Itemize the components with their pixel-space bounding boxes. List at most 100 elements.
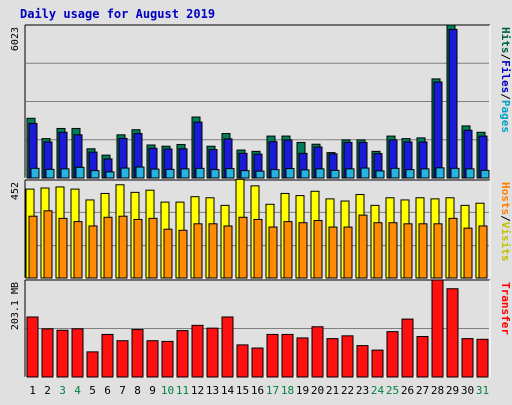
bar-transfer <box>56 329 69 378</box>
bar-hosts <box>313 220 323 279</box>
panel-ylabel: Transfer <box>499 282 512 335</box>
x-tick-label: 17 <box>266 384 279 397</box>
ylabel-part: / <box>499 215 512 222</box>
x-tick-label: 7 <box>119 384 126 397</box>
bar-hosts <box>223 225 233 279</box>
bar-transfer <box>161 340 174 378</box>
bar-hosts <box>328 226 338 279</box>
bar-pages <box>105 171 115 179</box>
bar-files <box>448 28 458 179</box>
x-tick-label: 14 <box>221 384 235 397</box>
bar-transfer <box>236 344 249 378</box>
x-tick-label: 29 <box>446 384 459 397</box>
bar-transfer <box>176 330 189 378</box>
bar-pages <box>165 168 175 179</box>
bar-hosts <box>118 215 128 279</box>
bar-hosts <box>238 216 248 279</box>
bar-pages <box>255 170 265 179</box>
x-tick-label: 20 <box>311 384 324 397</box>
bar-transfer <box>131 329 144 378</box>
panel-max-label: 6023 <box>10 27 21 51</box>
bar-pages <box>240 170 250 179</box>
x-tick-label: 12 <box>191 384 204 397</box>
x-tick-label: 25 <box>386 384 399 397</box>
bar-pages <box>345 168 355 179</box>
bar-transfer <box>476 338 489 378</box>
bar-pages <box>90 170 100 179</box>
bar-hosts <box>163 228 173 279</box>
bar-hosts <box>433 223 443 279</box>
bar-hosts <box>268 226 278 279</box>
panel-ylabel: Hosts/Visits <box>499 182 512 262</box>
bar-transfer <box>86 351 99 378</box>
bar-pages <box>435 167 445 179</box>
bar-pages <box>150 168 160 179</box>
chart-title: Daily usage for August 2019 <box>20 7 215 21</box>
x-tick-label: 16 <box>251 384 264 397</box>
bar-pages <box>135 166 145 179</box>
bar-hosts <box>343 226 353 279</box>
x-tick-label: 10 <box>161 384 174 397</box>
bar-hosts <box>73 221 83 279</box>
x-tick-label: 31 <box>476 384 489 397</box>
bar-hosts <box>358 214 368 279</box>
x-tick-label: 27 <box>416 384 429 397</box>
bar-hosts <box>103 216 113 279</box>
x-tick-label: 8 <box>134 384 141 397</box>
bar-hosts <box>133 218 143 279</box>
bar-transfer <box>281 333 294 378</box>
bar-hosts <box>28 215 38 279</box>
bar-hosts <box>148 217 158 279</box>
panel-hits-files-pages <box>24 24 491 179</box>
x-tick-label: 6 <box>104 384 111 397</box>
bar-hosts <box>418 223 428 279</box>
bar-pages <box>375 170 385 179</box>
x-tick-label: 1 <box>29 384 36 397</box>
x-tick-label: 4 <box>74 384 81 397</box>
x-tick-label: 21 <box>326 384 339 397</box>
bar-pages <box>450 167 460 179</box>
bar-pages <box>360 167 370 179</box>
ylabel-part: Transfer <box>499 282 512 335</box>
bar-transfer <box>266 333 279 378</box>
bar-pages <box>180 168 190 179</box>
ylabel-part: Visits <box>499 222 512 262</box>
bar-hosts <box>478 225 488 279</box>
bar-pages <box>60 168 70 179</box>
bar-transfer <box>221 316 234 378</box>
bar-hosts <box>463 227 473 279</box>
bar-transfer <box>206 327 219 378</box>
bar-pages <box>30 167 40 179</box>
panel-max-label: 452 <box>10 182 21 200</box>
x-tick-label: 9 <box>149 384 156 397</box>
bar-hosts <box>388 222 398 279</box>
bar-pages <box>285 168 295 179</box>
bar-hosts <box>178 229 188 279</box>
bar-pages <box>120 167 130 179</box>
bar-pages <box>420 168 430 179</box>
bar-transfer <box>431 279 444 378</box>
x-tick-label: 23 <box>356 384 369 397</box>
bar-pages <box>465 168 475 179</box>
bar-hosts <box>193 223 203 279</box>
bar-transfer <box>326 338 339 378</box>
bar-transfer <box>296 337 309 378</box>
ylabel-part: / <box>499 54 512 61</box>
bar-hosts <box>403 223 413 279</box>
ylabel-part: Hosts <box>499 182 512 215</box>
bar-hosts <box>283 221 293 279</box>
bar-transfer <box>41 328 54 378</box>
bar-files <box>433 81 443 179</box>
ylabel-part: / <box>499 93 512 100</box>
x-tick-label: 13 <box>206 384 219 397</box>
panel-hosts-visits <box>24 178 491 279</box>
bar-hosts <box>253 218 263 279</box>
panel-ylabel: Hits/Files/Pages <box>499 27 512 133</box>
bar-transfer <box>356 345 369 378</box>
bar-transfer <box>371 349 384 378</box>
bar-pages <box>330 169 340 179</box>
bar-pages <box>390 167 400 179</box>
bar-pages <box>300 169 310 179</box>
bar-transfer <box>71 328 84 378</box>
bar-transfer <box>416 336 429 378</box>
